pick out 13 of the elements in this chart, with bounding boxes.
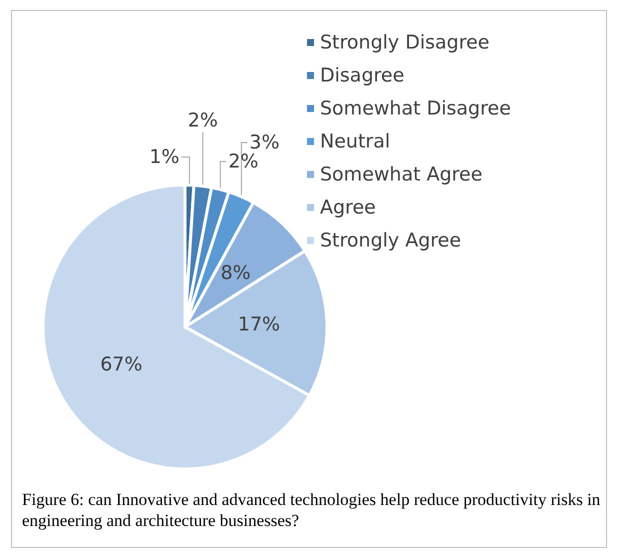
data-label: 8% — [220, 262, 251, 284]
data-label: 2% — [188, 110, 218, 132]
data-label: 67% — [100, 354, 142, 376]
caption: Figure 6: can Innovative and advanced technologies help reduce productivity risks in engineering and architecture businesses? — [22, 489, 602, 531]
legend-label: Strongly Agree — [320, 230, 462, 252]
data-label: 17% — [238, 314, 280, 336]
data-label: 1% — [149, 146, 180, 168]
legend-label: Neutral — [320, 130, 390, 152]
legend-label: Somewhat Agree — [320, 164, 482, 186]
legend-label: Disagree — [320, 64, 404, 86]
legend-label: Agree — [320, 196, 376, 218]
legend-label: Somewhat Disagree — [320, 98, 511, 120]
legend-label: Strongly Disagree — [320, 32, 490, 54]
